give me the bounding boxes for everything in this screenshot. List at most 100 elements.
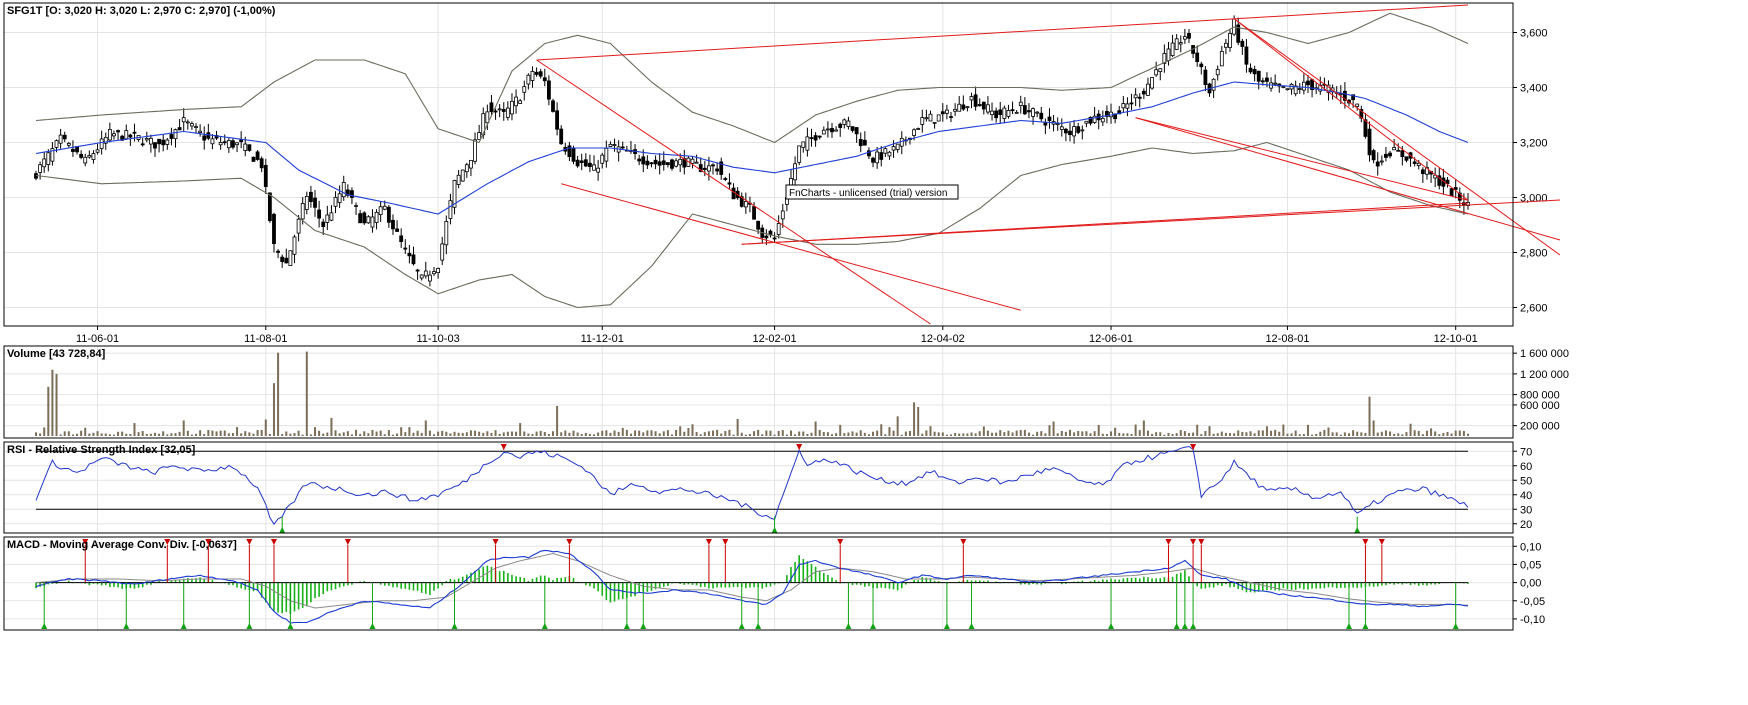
candle-body bbox=[1359, 109, 1364, 119]
volume-bar bbox=[867, 434, 870, 436]
candle-body bbox=[1166, 48, 1171, 62]
volume-bar bbox=[363, 431, 366, 436]
volume-bar bbox=[863, 432, 866, 436]
volume-bar bbox=[1187, 433, 1190, 436]
candle-body bbox=[358, 213, 363, 224]
macd-hist-bar bbox=[269, 582, 271, 608]
volume-bar bbox=[178, 431, 181, 436]
candle-body bbox=[1343, 90, 1347, 101]
candle-body bbox=[1396, 149, 1401, 152]
volume-bar bbox=[359, 433, 362, 436]
macd-hist-bar bbox=[281, 582, 283, 614]
volume-bar bbox=[379, 430, 382, 436]
candle-body bbox=[173, 129, 178, 140]
macd-hist-bar bbox=[1253, 582, 1256, 593]
volume-bar bbox=[950, 434, 953, 436]
macd-hist-bar bbox=[1024, 582, 1026, 585]
macd-hist-bar bbox=[1315, 582, 1317, 589]
sell-signal-marker bbox=[566, 539, 573, 545]
macd-hist-bar bbox=[158, 581, 160, 583]
candle-body bbox=[493, 110, 498, 113]
volume-bar bbox=[297, 430, 300, 436]
volume-bar bbox=[199, 430, 202, 436]
candle-body bbox=[194, 126, 198, 128]
volume-bar bbox=[1319, 431, 1322, 436]
volume-bar bbox=[162, 431, 165, 436]
y-tick-label: 0,05 bbox=[1520, 559, 1541, 571]
volume-bar bbox=[1114, 427, 1117, 436]
volume-bar bbox=[1048, 425, 1051, 436]
volume-bar bbox=[375, 431, 378, 436]
macd-hist-bar bbox=[1368, 582, 1371, 587]
candle-body bbox=[936, 114, 941, 122]
macd-hist-bar bbox=[732, 582, 735, 588]
macd-hist-bar bbox=[359, 581, 361, 583]
macd-hist-bar bbox=[260, 582, 263, 598]
macd-hist-bar bbox=[445, 581, 448, 583]
macd-hist-bar bbox=[864, 582, 866, 587]
macd-hist-bar bbox=[47, 582, 50, 585]
x-tick-label: 12-06-01 bbox=[1089, 333, 1133, 345]
candle-body bbox=[986, 104, 990, 113]
candle-body bbox=[645, 160, 650, 166]
volume-bar bbox=[1044, 433, 1047, 436]
macd-hist-bar bbox=[1282, 582, 1285, 589]
macd-hist-bar bbox=[1422, 582, 1424, 586]
candle-body bbox=[1273, 82, 1278, 85]
volume-bar bbox=[1122, 433, 1125, 436]
volume-bar bbox=[584, 432, 587, 436]
candle-body bbox=[1068, 130, 1072, 136]
volume-bar bbox=[666, 430, 669, 436]
candle-body bbox=[1252, 69, 1257, 75]
volume-bar bbox=[153, 432, 156, 436]
macd-hist-bar bbox=[1278, 582, 1281, 591]
volume-bar bbox=[1380, 431, 1383, 436]
candle-body bbox=[1371, 150, 1376, 161]
volume-bar bbox=[560, 432, 563, 436]
macd-hist-bar bbox=[1179, 572, 1182, 583]
macd-hist-bar bbox=[285, 582, 288, 612]
y-tick-label: 600 000 bbox=[1520, 400, 1560, 412]
candle-body bbox=[1236, 24, 1241, 43]
candle-body bbox=[920, 117, 925, 125]
candle-body bbox=[690, 158, 695, 164]
macd-hist-bar bbox=[1401, 582, 1404, 585]
volume-bar bbox=[1032, 434, 1035, 436]
candle-body bbox=[1466, 201, 1470, 206]
macd-hist-bar bbox=[277, 582, 279, 613]
candle-body bbox=[526, 74, 531, 85]
volume-bar bbox=[1208, 426, 1211, 436]
candle-body bbox=[284, 257, 289, 264]
macd-hist-bar bbox=[1360, 582, 1363, 588]
macd-hist-bar bbox=[1257, 582, 1260, 592]
volume-bar bbox=[925, 430, 928, 436]
volume-bar bbox=[1302, 434, 1305, 436]
volume-bar bbox=[1343, 432, 1346, 436]
volume-bar bbox=[744, 434, 747, 436]
candles bbox=[34, 15, 1470, 287]
candle-body bbox=[1141, 90, 1146, 95]
macd-hist-bar bbox=[1397, 582, 1400, 584]
candle-body bbox=[1265, 77, 1269, 82]
volume-bar bbox=[757, 429, 760, 436]
volume-bar bbox=[1003, 432, 1006, 436]
volume-bar bbox=[1339, 434, 1342, 436]
volume-bar bbox=[859, 430, 862, 436]
volume-bar bbox=[732, 434, 735, 436]
candle-body bbox=[871, 157, 875, 163]
macd-hist-bar bbox=[478, 569, 480, 583]
candle-body bbox=[448, 200, 453, 219]
candle-body bbox=[1384, 153, 1388, 158]
macd-hist-bar bbox=[121, 582, 123, 589]
candle-body bbox=[202, 135, 207, 141]
macd-hist-bar bbox=[199, 577, 201, 583]
volume-bar bbox=[112, 434, 115, 436]
macd-hist-bar bbox=[342, 582, 345, 587]
candle-body bbox=[1416, 162, 1421, 166]
volume-bar bbox=[531, 434, 534, 436]
macd-hist-bar bbox=[597, 582, 599, 592]
macd-hist-bar bbox=[228, 582, 230, 585]
volume-bar bbox=[847, 432, 850, 436]
macd-hist-bar bbox=[129, 582, 132, 589]
macd-hist-bar bbox=[1036, 582, 1038, 585]
